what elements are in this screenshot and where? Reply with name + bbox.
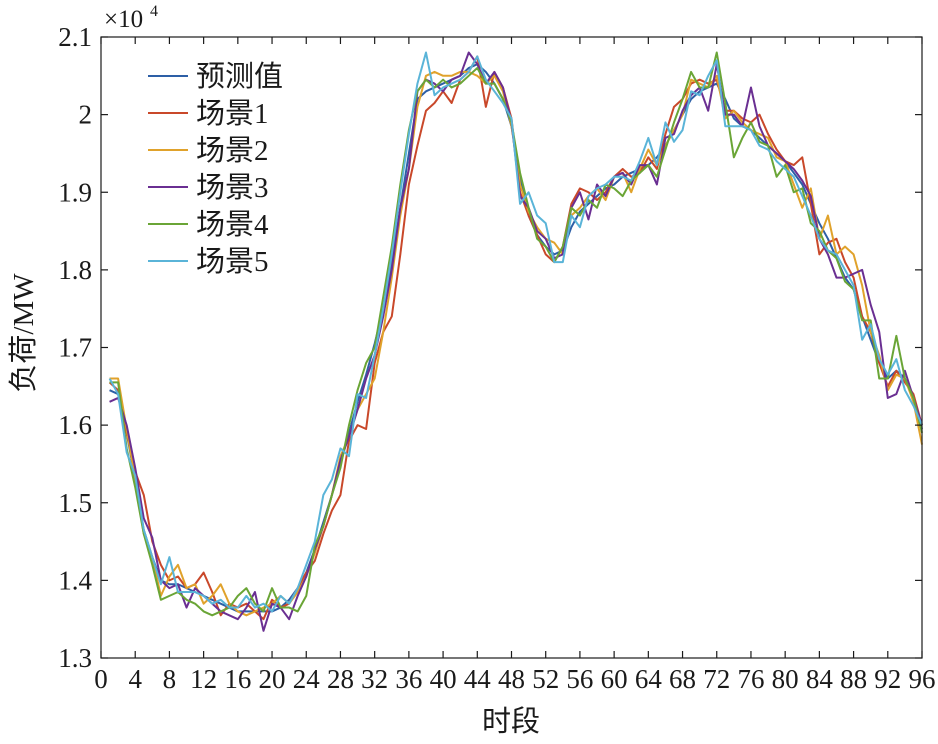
- legend-label: 场景5: [196, 246, 269, 278]
- legend-item-2: 场景1: [148, 98, 269, 130]
- x-tick-label: 76: [737, 664, 764, 694]
- legend-item-3: 场景2: [148, 135, 269, 167]
- x-tick-label: 12: [190, 664, 217, 694]
- legend-label: 场景3: [196, 172, 269, 204]
- x-tick-label: 20: [259, 664, 286, 694]
- legend-label: 场景1: [196, 98, 269, 130]
- x-tick-label: 0: [94, 664, 108, 694]
- y-multiplier-exponent: 4: [150, 3, 158, 20]
- x-tick-label: 4: [128, 664, 142, 694]
- legend-item-4: 场景3: [148, 172, 269, 204]
- x-tick-label: 32: [361, 664, 388, 694]
- y-axis-title: 负荷/MW: [7, 273, 40, 393]
- y-tick-label: 1.6: [58, 410, 92, 440]
- y-multiplier-label: ×10: [104, 6, 143, 33]
- x-tick-label: 8: [163, 664, 177, 694]
- x-axis-title: 时段: [482, 705, 540, 738]
- series-line-6: [108, 51, 923, 613]
- y-tick-label: 1.9: [58, 177, 92, 207]
- series-lines: [108, 51, 923, 632]
- x-tick-label: 36: [395, 664, 422, 694]
- x-tick-label: 40: [430, 664, 457, 694]
- tick-labels: 0 4 8 12 16 20 24 28 32 36 40 44 48 52 56 60 64 68 72 76 80 8…: [58, 22, 935, 694]
- x-tick-label: 68: [669, 664, 696, 694]
- y-tick-label: 1.4: [58, 565, 92, 595]
- x-tick-label: 48: [498, 664, 525, 694]
- x-tick-label: 28: [327, 664, 354, 694]
- y-tick-label: 1.8: [58, 255, 92, 285]
- legend-label: 场景4: [196, 209, 269, 241]
- x-tick-label: 52: [532, 664, 559, 694]
- legend-label: 场景2: [196, 135, 269, 167]
- x-tick-label: 72: [703, 664, 730, 694]
- y-tick-label: 2.1: [58, 22, 92, 52]
- axis-ticks: [100, 36, 923, 659]
- x-tick-label: 56: [566, 664, 593, 694]
- y-tick-label: 1.3: [58, 643, 92, 673]
- x-tick-label: 92: [874, 664, 901, 694]
- x-tick-label: 88: [840, 664, 867, 694]
- legend-item-1: 预测值: [148, 60, 283, 93]
- y-tick-label: 1.7: [58, 333, 92, 363]
- legend-item-6: 场景5: [148, 246, 269, 278]
- y-tick-label: 1.5: [58, 488, 92, 518]
- x-tick-label: 24: [293, 664, 321, 694]
- x-tick-label: 80: [772, 664, 799, 694]
- legend-item-5: 场景4: [148, 209, 269, 241]
- x-tick-label: 84: [806, 664, 834, 694]
- x-tick-label: 96: [909, 664, 936, 694]
- legend-label: 预测值: [196, 60, 283, 93]
- x-tick-label: 64: [635, 664, 663, 694]
- x-tick-label: 44: [464, 664, 492, 694]
- x-tick-label: 60: [601, 664, 628, 694]
- x-tick-label: 16: [224, 664, 251, 694]
- y-tick-label: 2: [79, 100, 93, 130]
